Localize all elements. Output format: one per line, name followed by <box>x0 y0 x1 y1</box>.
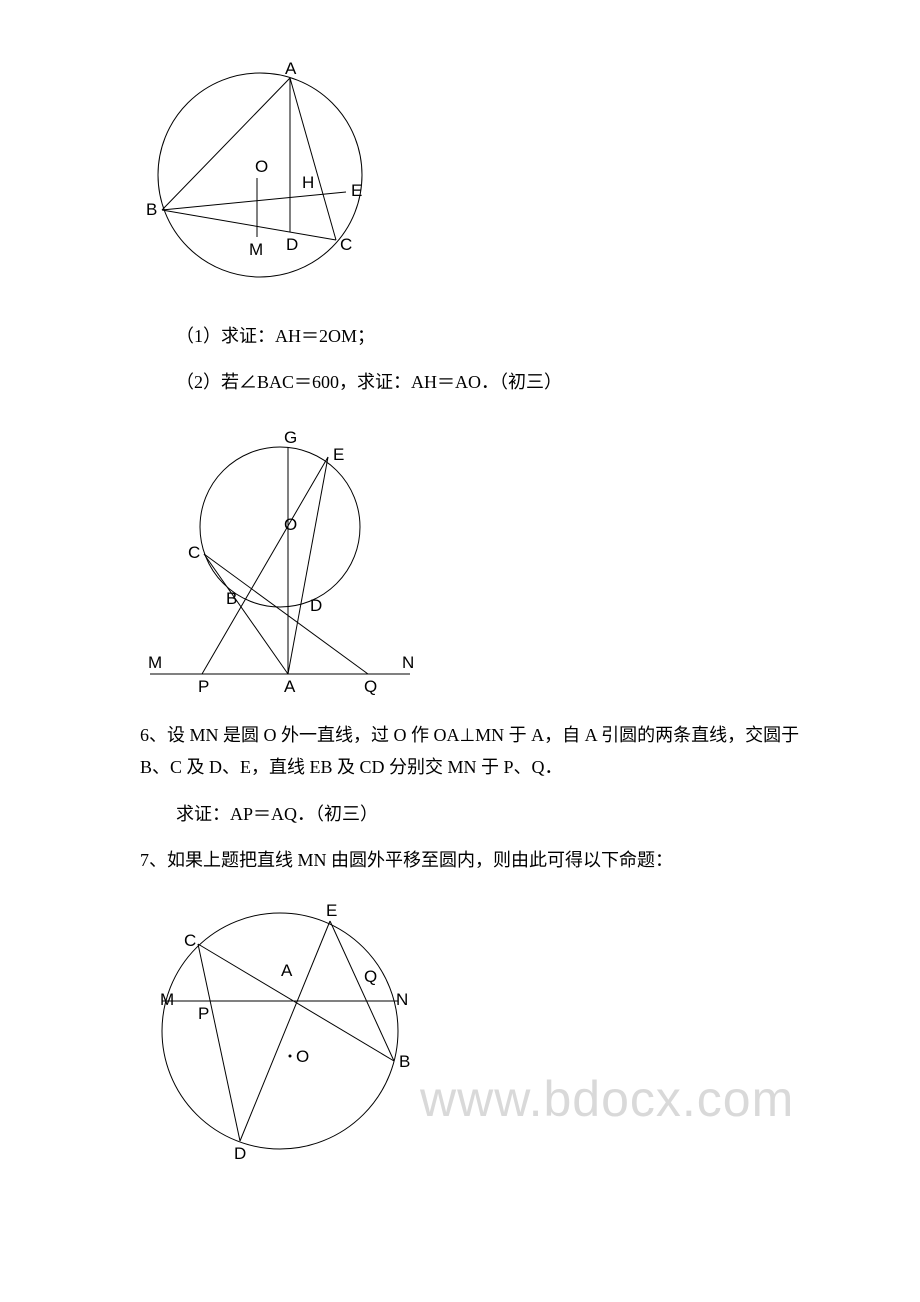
svg-text:D: D <box>234 1144 246 1163</box>
figure-3: E C A Q M N P O B D <box>140 896 820 1176</box>
svg-text:O: O <box>296 1047 309 1066</box>
svg-text:Q: Q <box>364 967 377 986</box>
problem-1-2: （2）若∠BAC＝600，求证：AH＝AO．（初三） <box>140 366 820 398</box>
svg-text:M: M <box>249 240 263 259</box>
figure-2: G E O C B D A P Q M N <box>140 429 820 699</box>
svg-text:H: H <box>302 173 314 192</box>
svg-text:B: B <box>399 1052 410 1071</box>
svg-text:Q: Q <box>364 677 377 696</box>
problem-6a: 6、设 MN 是圆 O 外一直线，过 O 作 OA⊥MN 于 A，自 A 引圆的… <box>140 719 820 784</box>
svg-text:O: O <box>255 157 268 176</box>
problem-7: 7、如果上题把直线 MN 由圆外平移至圆内，则由此可得以下命题： <box>140 844 820 876</box>
svg-text:B: B <box>226 589 237 608</box>
figure-2-svg: G E O C B D A P Q M N <box>140 429 430 699</box>
svg-text:M: M <box>160 990 174 1009</box>
svg-text:M: M <box>148 653 162 672</box>
svg-text:C: C <box>340 235 352 254</box>
svg-text:P: P <box>198 1004 209 1023</box>
figure-1: A B C D E H M O <box>140 60 820 300</box>
figure-1-svg: A B C D E H M O <box>140 60 400 300</box>
svg-text:N: N <box>396 990 408 1009</box>
svg-text:D: D <box>286 235 298 254</box>
svg-text:G: G <box>284 429 297 447</box>
svg-text:E: E <box>326 901 337 920</box>
svg-text:N: N <box>402 653 414 672</box>
svg-text:A: A <box>284 677 296 696</box>
problem-1-1: （1）求证：AH＝2OM； <box>140 320 820 352</box>
svg-text:E: E <box>351 181 362 200</box>
svg-text:C: C <box>188 543 200 562</box>
svg-text:D: D <box>310 596 322 615</box>
svg-text:B: B <box>146 200 157 219</box>
svg-text:C: C <box>184 931 196 950</box>
svg-text:O: O <box>284 515 297 534</box>
figure-3-svg: E C A Q M N P O B D <box>140 896 440 1176</box>
svg-text:A: A <box>285 60 297 78</box>
svg-text:E: E <box>333 445 344 464</box>
svg-text:P: P <box>198 677 209 696</box>
problem-6b: 求证：AP＝AQ．（初三） <box>140 798 820 830</box>
svg-text:A: A <box>281 961 293 980</box>
